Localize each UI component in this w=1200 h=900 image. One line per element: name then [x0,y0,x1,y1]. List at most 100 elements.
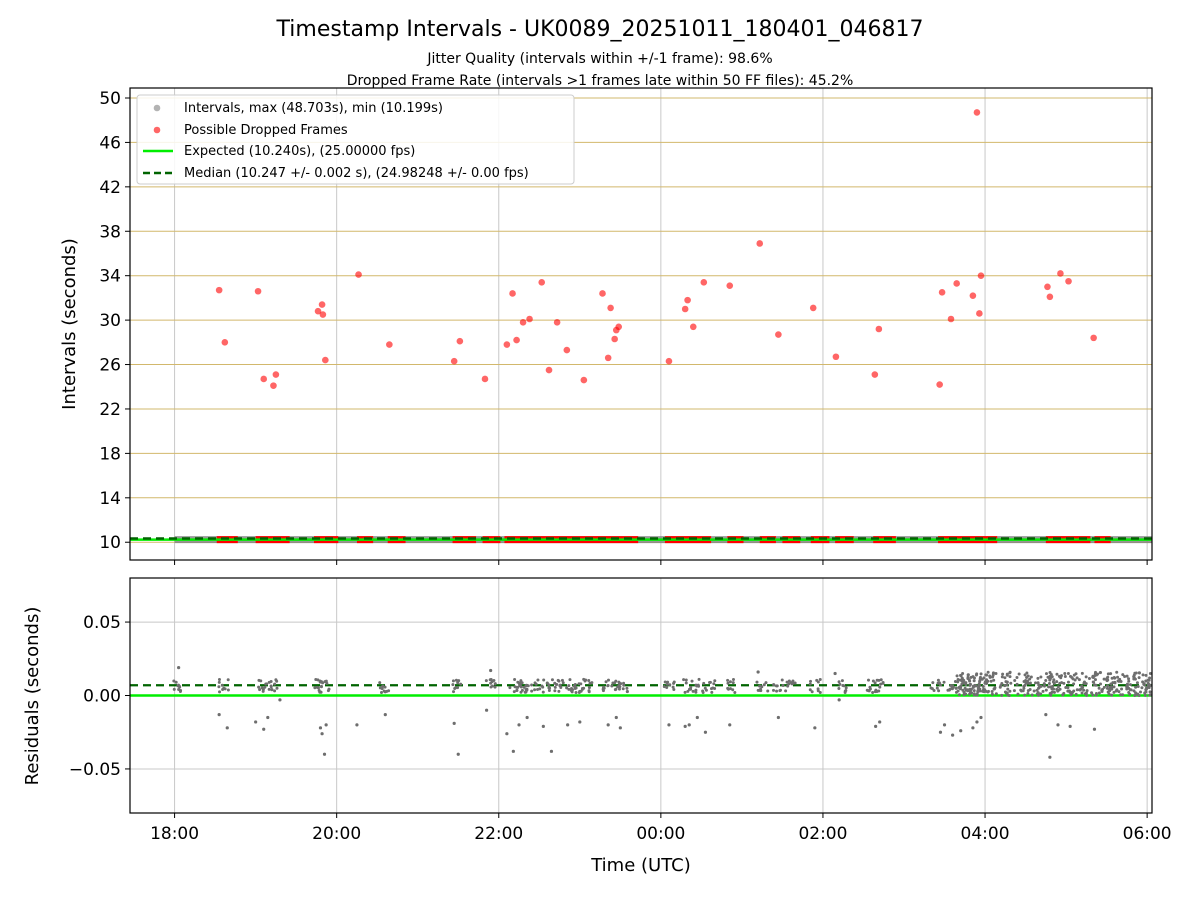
residual-point [1075,688,1079,692]
residual-outlier-point [776,715,780,720]
residual-point [1058,681,1062,685]
dropped-frame-point [700,279,708,286]
residual-point [1135,681,1139,685]
residual-point [868,685,872,689]
residual-point [1070,675,1074,679]
dropped-frame-point [973,109,981,116]
residual-point [665,682,669,686]
dropped-frame-point [270,382,277,389]
residual-point [966,675,970,679]
residual-point [1087,677,1091,681]
residual-point [764,681,768,685]
residual-point [1109,672,1113,676]
residual-point [668,683,672,687]
residual-point [226,688,230,692]
residual-point [1049,672,1053,676]
residual-point [963,686,967,690]
dropped-frame-point [563,346,571,354]
intervals-y-tick-label: 34 [99,267,121,287]
x-tick-label: 20:00 [312,824,361,844]
residual-point [731,678,735,682]
residuals-y-tick-label: 0.00 [83,687,121,707]
residual-point [1137,676,1141,680]
intervals-y-tick-label: 46 [99,133,121,153]
residuals-y-axis-label: Residuals (seconds) [22,607,43,786]
residual-point [1099,682,1103,686]
residual-point [1080,684,1084,688]
intervals-y-tick-label: 38 [99,222,121,242]
residual-point [1017,672,1021,676]
residual-point [704,688,708,692]
residual-point [1094,683,1098,687]
residual-point [565,686,569,690]
residual-point [1026,681,1030,685]
residual-point [453,687,457,691]
residual-point [325,681,329,685]
dropped-frame-point [1046,293,1054,301]
dropped-frame-point [355,271,362,278]
residual-point [515,688,519,692]
residual-point [1116,675,1120,679]
residual-point [1091,680,1095,684]
residual-point [318,690,322,694]
residual-outlier-point [813,726,817,730]
residual-point [1035,688,1039,692]
residual-point [701,689,705,693]
residual-point [1055,687,1059,691]
residual-outlier-point [549,749,554,753]
residual-point [1070,691,1074,695]
residual-outlier-point [756,670,760,674]
residual-point [1080,671,1084,675]
residual-outlier-point [614,715,618,720]
residual-point [1023,673,1027,677]
residual-point [962,678,966,682]
residual-point [172,687,176,691]
residual-point [979,672,983,676]
residual-point [775,689,779,693]
residual-point [220,683,224,687]
residual-point [1085,689,1089,693]
residual-point [1048,692,1052,696]
residual-point [1059,676,1063,680]
residual-point [957,693,961,697]
residual-point [1075,676,1079,680]
residual-point [536,678,540,682]
residual-point [490,684,494,688]
residual-point [1119,679,1123,683]
residual-point [977,683,981,687]
residual-point [1074,692,1078,696]
residual-point [614,679,618,683]
residual-point [990,689,994,693]
residual-point [1090,691,1094,695]
residual-point [1127,679,1131,683]
residual-point [961,671,965,675]
dropped-frame-point [314,307,322,315]
residual-outlier-point [971,726,975,730]
residual-point [684,681,688,685]
residual-point [1125,685,1129,689]
residuals-y-axis: −0.05 0.00 0.05 [69,613,130,780]
residual-point [950,685,954,689]
residual-point [873,681,877,685]
residual-point [1123,675,1127,679]
dropped-frame-point [604,354,612,362]
intervals-plot-area [130,109,1152,544]
dropped-frame-point [969,292,977,299]
residual-point [1127,690,1131,694]
residual-point [1044,688,1048,692]
residual-point [1058,687,1062,691]
dropped-frame-point [665,357,673,365]
residual-point [1015,682,1019,686]
residual-point [840,679,844,683]
residual-point [931,681,935,685]
residual-point [275,679,279,683]
residual-point [1001,672,1005,676]
residual-point [1136,684,1140,688]
residual-point [1108,688,1112,692]
residual-point [577,682,581,686]
residual-point [708,680,712,684]
dropped-frame-point [875,325,883,333]
residual-point [1106,672,1110,676]
residual-point [975,692,979,696]
